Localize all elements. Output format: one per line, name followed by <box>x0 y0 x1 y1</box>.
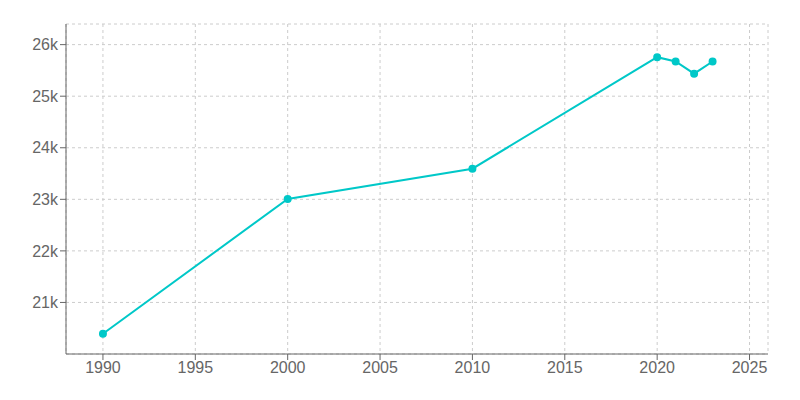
svg-text:2025: 2025 <box>732 359 768 376</box>
svg-text:26k: 26k <box>32 36 59 53</box>
svg-text:21k: 21k <box>32 294 59 311</box>
svg-text:2005: 2005 <box>362 359 398 376</box>
svg-text:24k: 24k <box>32 139 59 156</box>
svg-text:25k: 25k <box>32 88 59 105</box>
svg-text:2015: 2015 <box>547 359 583 376</box>
svg-text:2010: 2010 <box>455 359 491 376</box>
svg-text:1995: 1995 <box>178 359 214 376</box>
svg-text:2000: 2000 <box>270 359 306 376</box>
svg-text:2020: 2020 <box>639 359 675 376</box>
svg-text:23k: 23k <box>32 191 59 208</box>
svg-text:22k: 22k <box>32 243 59 260</box>
svg-text:1990: 1990 <box>85 359 121 376</box>
